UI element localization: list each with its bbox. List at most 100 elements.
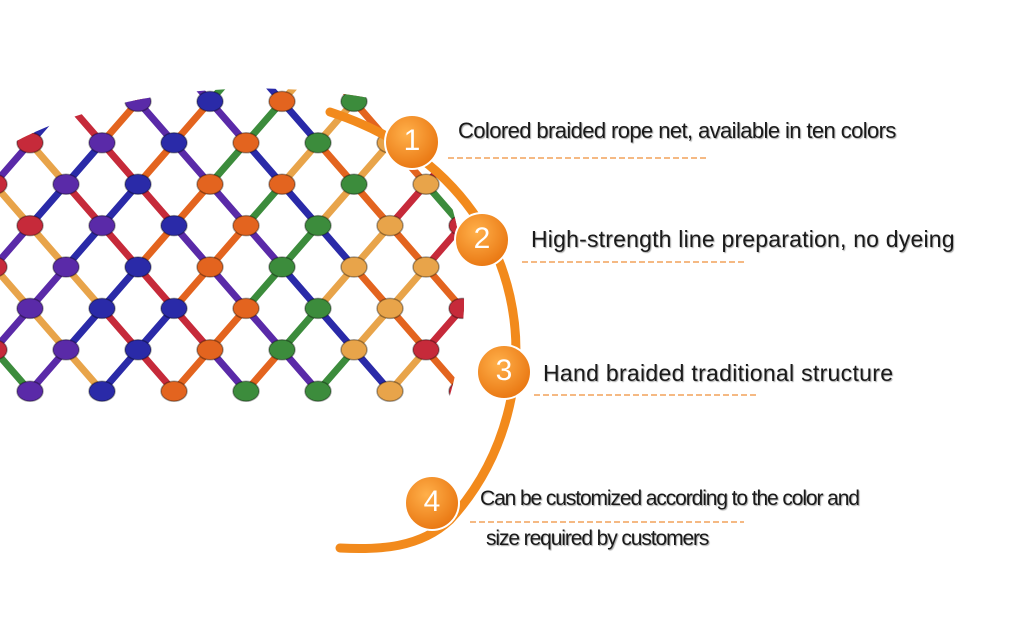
rope-knot xyxy=(0,339,8,361)
orange-arc xyxy=(325,107,521,554)
rope-segment xyxy=(458,139,465,188)
rope-segment xyxy=(98,88,142,105)
rope-knot xyxy=(52,173,80,195)
rope-knot xyxy=(485,174,511,194)
badge-number-1: 1 xyxy=(403,124,421,157)
badge-number-2: 2 xyxy=(473,222,491,255)
rope-knot xyxy=(412,173,440,195)
rope-knot xyxy=(88,132,116,154)
rope-knot xyxy=(485,9,511,29)
rope-knot xyxy=(304,297,332,320)
rope-knot xyxy=(53,9,79,29)
braided-rope-net-icon xyxy=(0,9,583,402)
rope-segment xyxy=(282,19,318,60)
rope-knot xyxy=(88,380,116,402)
rope-knot xyxy=(340,256,368,278)
rope-knot xyxy=(521,298,547,318)
rope-knot xyxy=(268,339,296,361)
rope-knot xyxy=(304,132,332,154)
rope-segment xyxy=(458,88,465,105)
rope-segment xyxy=(534,267,570,308)
rope-knot xyxy=(340,173,368,195)
badge-2 xyxy=(454,212,510,268)
badge-number-3: 3 xyxy=(495,354,513,387)
rope-knot xyxy=(269,9,295,29)
rope-knot xyxy=(412,256,440,278)
rope-knot xyxy=(376,297,404,320)
rope-segment xyxy=(534,308,570,349)
rope-knot xyxy=(449,50,475,70)
rope-knot xyxy=(448,380,465,402)
rope-knot xyxy=(16,297,44,320)
badge-4 xyxy=(404,475,460,531)
rope-knot xyxy=(88,297,116,320)
rope-knot xyxy=(52,256,80,278)
rope-knot xyxy=(125,9,151,29)
rope-segment xyxy=(318,19,354,60)
rope-knot xyxy=(197,9,223,29)
rope-segment xyxy=(26,88,70,105)
rope-segment xyxy=(498,184,534,225)
badge-1 xyxy=(384,114,440,170)
rope-knot xyxy=(232,132,260,154)
rope-knot xyxy=(160,380,188,402)
rope-knot xyxy=(557,91,583,111)
rope-segment xyxy=(390,19,426,60)
rope-knot xyxy=(124,339,152,361)
rope-segment xyxy=(498,143,534,184)
rope-knot xyxy=(0,173,8,195)
rope-segment xyxy=(134,88,178,105)
rope-segment xyxy=(534,60,570,101)
rope-segment xyxy=(66,19,102,60)
rope-knot xyxy=(557,174,583,194)
rope-knot xyxy=(160,132,188,154)
rope-knot xyxy=(233,50,259,70)
rope-segment xyxy=(534,19,570,60)
rope-knot xyxy=(0,9,7,29)
feature-4-text: Can be customized according to the color… xyxy=(480,487,860,510)
rope-knot xyxy=(160,214,188,237)
rope-segment xyxy=(174,19,210,60)
rope-segment xyxy=(386,88,430,105)
rope-knot xyxy=(268,256,296,278)
rope-knot xyxy=(124,173,152,195)
rope-segment xyxy=(246,19,282,60)
rope-segment xyxy=(426,19,462,60)
rope-knot xyxy=(52,339,80,361)
rope-knot xyxy=(304,380,332,402)
rope-knot xyxy=(557,257,583,277)
rope-knot xyxy=(304,214,332,237)
rope-segment xyxy=(30,19,66,60)
feature-1-text: Colored braided rope net, available in t… xyxy=(458,118,896,143)
feature-4-text-line2: size required by customers xyxy=(486,527,709,550)
rope-knot xyxy=(485,91,511,111)
rope-knot xyxy=(196,90,224,113)
rope-knot xyxy=(196,256,224,278)
rope-knot xyxy=(521,50,547,70)
badge-number-4: 4 xyxy=(423,485,441,518)
rope-knot xyxy=(196,339,224,361)
rope-segment xyxy=(422,88,465,105)
rope-knot xyxy=(232,214,260,237)
feature-3-text: Hand braided traditional structure xyxy=(543,360,894,386)
rope-knot xyxy=(124,90,152,113)
rope-segment xyxy=(0,19,30,60)
rope-segment xyxy=(534,143,570,184)
rope-segment xyxy=(210,19,246,60)
rope-knot xyxy=(305,50,331,70)
rope-knot xyxy=(413,9,439,29)
rope-segment xyxy=(498,19,534,60)
rope-knot xyxy=(160,297,188,320)
rope-knot xyxy=(557,9,583,29)
rope-segment xyxy=(62,88,106,105)
rope-knot xyxy=(412,339,440,361)
badge-3 xyxy=(476,344,532,400)
rope-knot xyxy=(376,380,404,402)
rope-segment xyxy=(0,88,34,105)
rope-knot xyxy=(124,256,152,278)
rope-segment xyxy=(458,304,465,354)
rope-knot xyxy=(161,50,187,70)
rope-knot xyxy=(448,297,465,320)
rope-knot xyxy=(377,50,403,70)
rope-knot xyxy=(52,90,80,113)
